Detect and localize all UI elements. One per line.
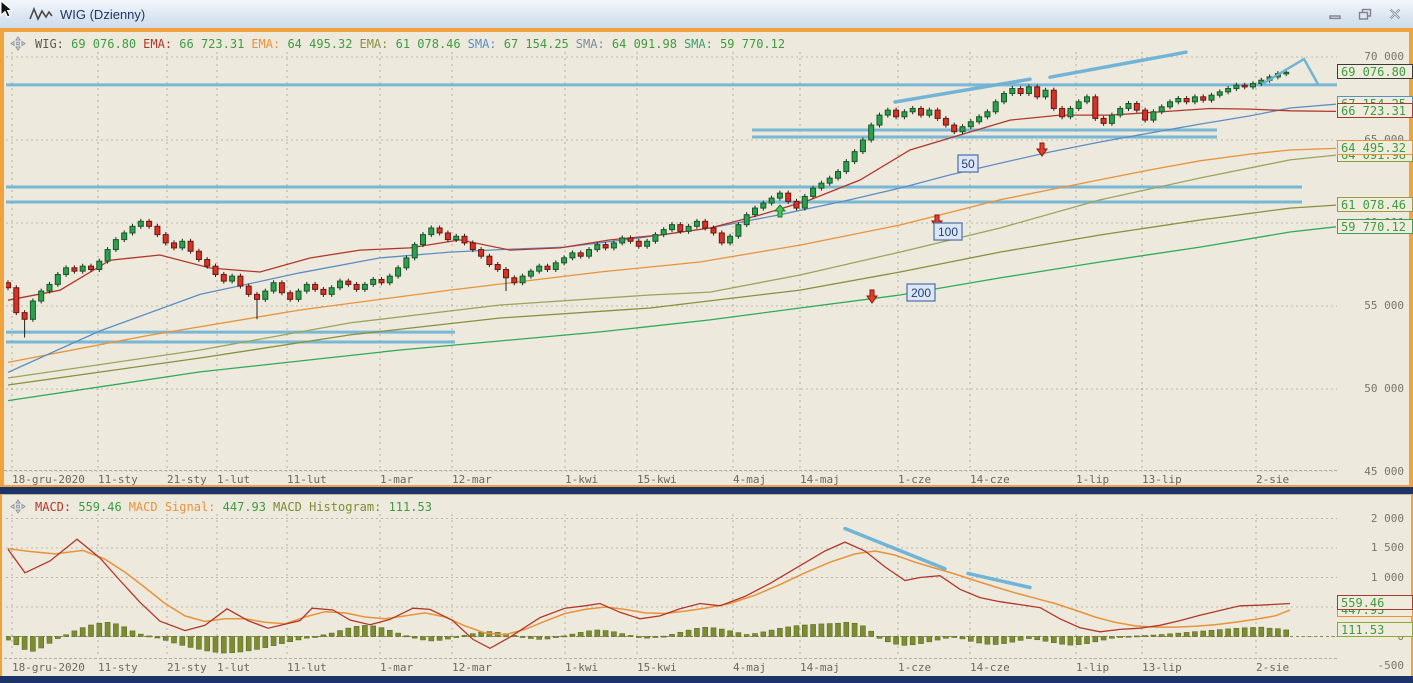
legend-value: 111.53 (381, 499, 432, 514)
y-axis-label: 70 000 (1364, 50, 1404, 63)
pan-icon[interactable] (10, 36, 26, 51)
y-axis-label: 55 000 (1364, 299, 1404, 312)
legend-value: 61 078.46 (388, 36, 461, 51)
x-tick-label: 21-sty (167, 661, 207, 674)
legend-label: SMA: (467, 36, 497, 51)
legend-label: MACD Signal: (128, 499, 216, 514)
x-tick-label: 1-lut (217, 661, 251, 674)
mouse-cursor (0, 0, 16, 24)
y-axis-label: 50 000 (1364, 382, 1404, 395)
x-tick-label: 1-lip (1076, 473, 1110, 486)
legend-item: SMA: 67 154.25 (468, 37, 569, 51)
legend-value: 559.46 (71, 499, 122, 514)
price-x-axis[interactable]: 18-gru-2020 11-sty 21-sty 1-lut 11-lut 1-mar 1… (4, 470, 1337, 487)
x-tick-label: 1-kwi (565, 661, 599, 674)
legend-label: SMA: (575, 36, 605, 51)
x-tick-label: 14-maj (800, 661, 840, 674)
x-tick-label: 1-mar (380, 661, 414, 674)
x-tick-label: 14-maj (800, 473, 840, 486)
legend-item: MACD: 559.46 (35, 500, 122, 514)
x-tick-label: 21-sty (167, 473, 207, 486)
x-tick-label: 2-sie (1256, 473, 1290, 486)
x-tick-label: 4-maj (733, 473, 767, 486)
price-value-box: 59 770.12 (1337, 218, 1413, 234)
pan-icon[interactable] (10, 499, 26, 514)
legend-value: 69 076.80 (63, 36, 137, 51)
price-pane[interactable] (2, 30, 1411, 487)
price-legend: WIG: 69 076.80 EMA: 66 723.31 EMA: 64 495.… (10, 36, 785, 51)
x-tick-label: 14-cze (970, 661, 1010, 674)
x-tick-label: 1-lut (217, 473, 251, 486)
legend-value: 59 770.12 (712, 36, 786, 51)
macd-pane[interactable] (2, 494, 1411, 676)
price-value-box: 69 076.80 (1337, 64, 1413, 80)
x-tick-label: 15-kwi (637, 661, 677, 674)
close-icon[interactable] (1385, 6, 1405, 22)
macd-legend: MACD: 559.46 MACD Signal: 447.93 MACD Hist… (10, 499, 432, 514)
x-tick-label: 18-gru-2020 (12, 661, 85, 674)
x-tick-label: 11-lut (287, 473, 327, 486)
legend-value: 64 495.32 (280, 36, 353, 51)
y-axis-label: 45 000 (1364, 465, 1404, 478)
bottom-splitter[interactable] (0, 676, 1413, 683)
legend-item: SMA: 64 091.98 (576, 37, 677, 51)
legend-value: 66 723.31 (172, 36, 245, 51)
x-tick-label: 2-sie (1256, 661, 1290, 674)
legend-item: SMA: 59 770.12 (684, 37, 785, 51)
x-tick-label: 1-lip (1076, 661, 1110, 674)
y-axis-label: -500 (1377, 658, 1405, 672)
legend-item: EMA: 66 723.31 (143, 37, 244, 51)
legend-label: EMA: (251, 36, 281, 51)
y-axis-label: 1 000 (1370, 570, 1404, 584)
legend-value: 67 154.25 (496, 36, 569, 51)
legend-value: 447.93 (215, 499, 266, 514)
legend-item: EMA: 64 495.32 (251, 37, 352, 51)
price-value-box: 64 495.32 (1337, 140, 1413, 156)
legend-value: 64 091.98 (604, 36, 677, 51)
x-tick-label: 14-cze (970, 473, 1010, 486)
x-tick-label: 11-lut (287, 661, 327, 674)
y-axis-label: 1 500 (1370, 541, 1404, 554)
price-value-box: 66 723.31 (1337, 103, 1413, 119)
legend-label: EMA: (359, 36, 389, 51)
x-tick-label: 1-mar (380, 473, 414, 486)
price-value-box: 559.46 (1337, 595, 1413, 611)
x-tick-label: 12-mar (452, 473, 492, 486)
window-titlebar[interactable]: WIG (Dzienny) (0, 0, 1413, 29)
legend-label: EMA: (143, 36, 173, 51)
pane-splitter[interactable] (0, 487, 1413, 494)
price-value-box: 111.53 (1337, 621, 1413, 637)
price-value-box: 61 078.46 (1337, 197, 1413, 213)
restore-icon[interactable] (1355, 6, 1375, 22)
x-tick-label: 1-kwi (565, 473, 599, 486)
macd-x-axis[interactable]: 18-gru-2020 11-sty 21-sty 1-lut 11-lut 1-mar 1… (4, 658, 1337, 675)
x-tick-label: 12-mar (452, 661, 492, 674)
x-tick-label: 18-gru-2020 (12, 473, 85, 486)
x-tick-label: 11-sty (98, 661, 138, 674)
window-controls (1325, 6, 1405, 22)
x-tick-label: 1-cze (898, 661, 932, 674)
x-tick-label: 15-kwi (637, 473, 677, 486)
minimize-icon[interactable] (1325, 6, 1345, 22)
legend-item: MACD Signal: 447.93 (129, 500, 266, 514)
legend-item: MACD Histogram: 111.53 (273, 500, 432, 514)
window-title: WIG (Dzienny) (60, 6, 146, 22)
legend-label: MACD: (35, 499, 72, 514)
x-tick-label: 4-maj (733, 661, 767, 674)
x-tick-label: 13-lip (1142, 473, 1182, 486)
y-axis-label: 2 000 (1370, 511, 1404, 525)
legend-label: SMA: (683, 36, 713, 51)
legend-item: WIG: 69 076.80 (35, 37, 136, 51)
chart-icon (28, 6, 54, 22)
x-tick-label: 13-lip (1142, 661, 1182, 674)
legend-item: EMA: 61 078.46 (359, 37, 460, 51)
legend-label: MACD Histogram: (272, 499, 382, 514)
legend-label: WIG: (35, 36, 64, 51)
x-tick-label: 1-cze (898, 473, 932, 486)
x-tick-label: 11-sty (98, 473, 138, 486)
